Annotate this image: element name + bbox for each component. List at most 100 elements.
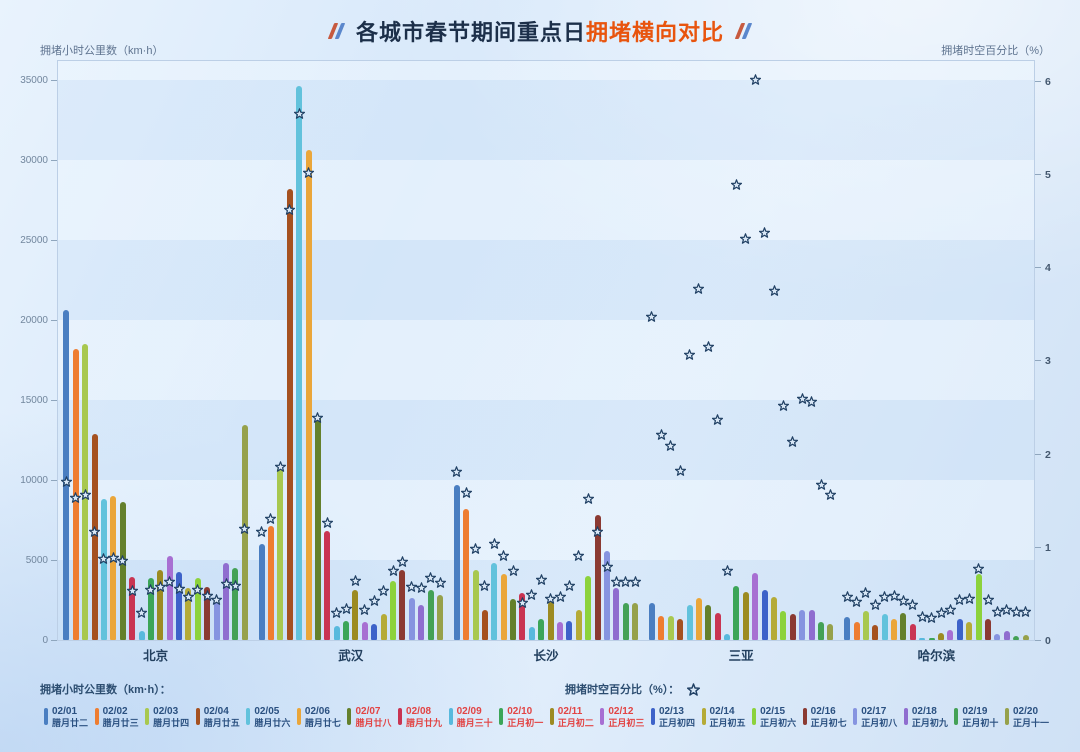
star-marker-02/16[interactable]: [982, 594, 994, 606]
star-marker-02/14[interactable]: [378, 585, 390, 596]
bar-02/19[interactable]: [427, 589, 434, 640]
star-marker-02/07[interactable]: [702, 341, 714, 352]
legend-item-02/01[interactable]: 02/01 腊月廿二: [44, 706, 93, 728]
bar-02/12[interactable]: [947, 630, 954, 640]
bar-02/10[interactable]: [538, 619, 545, 640]
star-marker-02/11[interactable]: [154, 581, 166, 593]
star-marker-02/10[interactable]: [926, 612, 938, 623]
star-marker-02/15[interactable]: [192, 584, 204, 596]
star-marker-02/07[interactable]: [312, 412, 324, 423]
star-marker-02/14[interactable]: [963, 592, 975, 604]
bar-02/04[interactable]: [91, 433, 98, 640]
bar-02/15[interactable]: [585, 576, 592, 640]
bar-02/03[interactable]: [667, 616, 674, 640]
star-marker-02/05[interactable]: [488, 537, 500, 549]
bar-02/18[interactable]: [613, 588, 620, 640]
bar-02/02[interactable]: [853, 621, 860, 640]
star-marker-02/15[interactable]: [387, 564, 399, 576]
bar-02/01[interactable]: [844, 616, 851, 640]
bar-02/15[interactable]: [194, 578, 201, 640]
bar-02/20[interactable]: [1022, 635, 1029, 640]
legend-item-02/04[interactable]: 02/04 腊月廿五: [195, 706, 245, 728]
star-marker-02/08[interactable]: [712, 413, 724, 425]
star-marker-02/01[interactable]: [646, 311, 658, 323]
bar-02/16[interactable]: [204, 587, 211, 640]
star-marker-02/17[interactable]: [211, 594, 223, 606]
star-marker-02/02[interactable]: [70, 492, 82, 503]
star-marker-02/17[interactable]: [601, 561, 613, 572]
bar-02/15[interactable]: [780, 611, 787, 640]
bar-02/05[interactable]: [100, 499, 107, 640]
bar-02/09[interactable]: [724, 633, 731, 640]
star-marker-02/20[interactable]: [1020, 605, 1032, 617]
bar-02/11[interactable]: [938, 633, 945, 640]
star-marker-02/11[interactable]: [935, 606, 947, 618]
bar-02/19[interactable]: [1013, 636, 1020, 640]
bar-02/07[interactable]: [510, 599, 517, 640]
bar-02/14[interactable]: [771, 596, 778, 640]
bar-02/04[interactable]: [286, 188, 293, 640]
bar-02/02[interactable]: [658, 616, 665, 640]
bar-02/04[interactable]: [677, 619, 684, 640]
bar-02/09[interactable]: [919, 638, 926, 640]
star-marker-02/08[interactable]: [516, 597, 528, 609]
bar-02/05[interactable]: [686, 604, 693, 640]
star-marker-02/13[interactable]: [954, 594, 966, 606]
bar-02/04[interactable]: [481, 609, 488, 640]
bar-02/15[interactable]: [975, 574, 982, 640]
bar-02/11[interactable]: [157, 569, 164, 640]
star-marker-02/18[interactable]: [1001, 603, 1013, 615]
star-marker-02/15[interactable]: [973, 562, 985, 574]
star-marker-02/07[interactable]: [897, 595, 909, 607]
star-marker-02/05[interactable]: [879, 590, 891, 602]
bar-02/17[interactable]: [408, 598, 415, 640]
star-marker-02/19[interactable]: [229, 579, 241, 591]
bar-02/03[interactable]: [862, 611, 869, 640]
star-marker-02/03[interactable]: [665, 439, 677, 451]
bar-02/13[interactable]: [761, 590, 768, 640]
star-marker-02/06[interactable]: [888, 589, 900, 601]
star-marker-02/03[interactable]: [79, 489, 91, 500]
star-marker-02/12[interactable]: [554, 590, 566, 602]
star-marker-02/10[interactable]: [145, 584, 157, 596]
star-marker-02/10[interactable]: [535, 574, 547, 585]
star-marker-02/06[interactable]: [107, 551, 119, 563]
star-marker-02/14[interactable]: [573, 549, 585, 561]
legend-item-02/07[interactable]: 02/07 腊月廿八: [347, 706, 396, 728]
bar-02/07[interactable]: [705, 604, 712, 640]
star-marker-02/05[interactable]: [683, 349, 695, 361]
bar-02/17[interactable]: [799, 609, 806, 640]
bar-02/14[interactable]: [185, 588, 192, 640]
bar-02/18[interactable]: [223, 563, 230, 640]
star-marker-02/09[interactable]: [916, 611, 928, 623]
bar-02/02[interactable]: [267, 526, 274, 640]
bar-02/01[interactable]: [63, 310, 70, 640]
bar-02/20[interactable]: [436, 595, 443, 640]
star-marker-02/16[interactable]: [201, 589, 213, 601]
bar-02/12[interactable]: [361, 621, 368, 640]
bar-02/08[interactable]: [909, 624, 916, 640]
star-marker-02/19[interactable]: [620, 576, 632, 587]
legend-item-02/15[interactable]: 02/15 正月初六: [752, 706, 801, 728]
bar-02/19[interactable]: [817, 622, 824, 640]
bar-02/03[interactable]: [472, 569, 479, 640]
star-marker-02/15[interactable]: [777, 399, 789, 411]
star-marker-02/15[interactable]: [582, 493, 594, 504]
bar-02/18[interactable]: [808, 609, 815, 640]
star-marker-02/19[interactable]: [1010, 605, 1022, 617]
bar-02/06[interactable]: [305, 150, 312, 640]
star-marker-02/01[interactable]: [451, 466, 463, 477]
bar-02/14[interactable]: [575, 610, 582, 640]
legend-item-02/11[interactable]: 02/11 正月初二: [549, 706, 599, 728]
star-marker-02/18[interactable]: [610, 576, 622, 587]
star-marker-02/06[interactable]: [498, 549, 510, 561]
star-marker-02/20[interactable]: [824, 489, 836, 500]
star-marker-02/12[interactable]: [359, 603, 371, 615]
star-marker-02/05[interactable]: [98, 552, 110, 564]
bar-02/13[interactable]: [371, 624, 378, 640]
legend-item-02/17[interactable]: 02/17 正月初八: [853, 706, 902, 728]
bar-02/19[interactable]: [232, 568, 239, 640]
bar-02/17[interactable]: [213, 601, 220, 640]
star-marker-02/03[interactable]: [469, 543, 481, 555]
star-marker-02/01[interactable]: [841, 590, 853, 602]
